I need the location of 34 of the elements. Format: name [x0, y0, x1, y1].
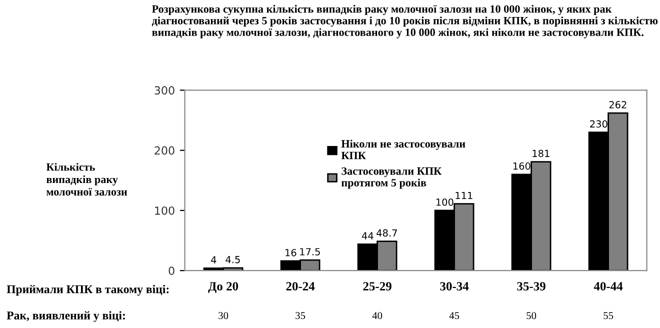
data-label: 16 [286, 248, 296, 256]
x-tick-label: 25-29 [363, 282, 392, 291]
data-label: 4.5 [226, 256, 240, 264]
x-tick-label: 35-39 [517, 282, 546, 291]
data-label: 44 [362, 232, 374, 240]
y-tick-label: 0 [168, 266, 174, 275]
text: 50 [526, 312, 536, 320]
text: 45 [449, 312, 460, 320]
data-label: 181 [532, 150, 550, 158]
y-tick-label: 100 [155, 206, 174, 215]
data-label: 160 [513, 162, 530, 170]
y-tick-label: 200 [154, 146, 174, 155]
x-tick-label: 30-34 [440, 282, 469, 291]
text: 35 [296, 312, 306, 320]
data-label: 262 [609, 101, 626, 108]
y-axis-title: Кількість випадків раку молочної залози [46, 162, 128, 196]
text: 55 [604, 312, 614, 320]
x-tick-label: До 20 [208, 282, 238, 294]
text: Рак, виявлений у віці: [6, 311, 125, 322]
x-axis-title: Приймали КПК в такому віці: [6, 284, 169, 296]
y-tick-label: 300 [154, 86, 174, 95]
legend-label: Ніколи не застосовували КПК [341, 140, 466, 160]
data-label: 111 [456, 192, 472, 200]
data-label: 48.7 [376, 229, 397, 237]
x-tick-label: 40-44 [594, 282, 623, 291]
text: 30 [218, 312, 228, 320]
legend-label: Застосовували КПК протягом 5 років [341, 167, 442, 189]
text: 40 [372, 312, 382, 320]
data-label: 100 [436, 198, 454, 206]
chart-title: Розрахункова сукупна кількість випадків раку молочної залози на 10 000 жінок, у яких рак діагностований через 5 років застосування і до 10 років після відміни КПК, в порівнянні з кількістю випадків раку молочної залози, діагностованого у 10 000 жінок, які ніколи не застосовували КПК. [152, 4, 658, 38]
x-tick-label: 20-24 [286, 282, 315, 291]
data-label: 230 [590, 120, 608, 128]
data-label: 4 [211, 256, 216, 264]
data-label: 17.5 [300, 248, 320, 256]
